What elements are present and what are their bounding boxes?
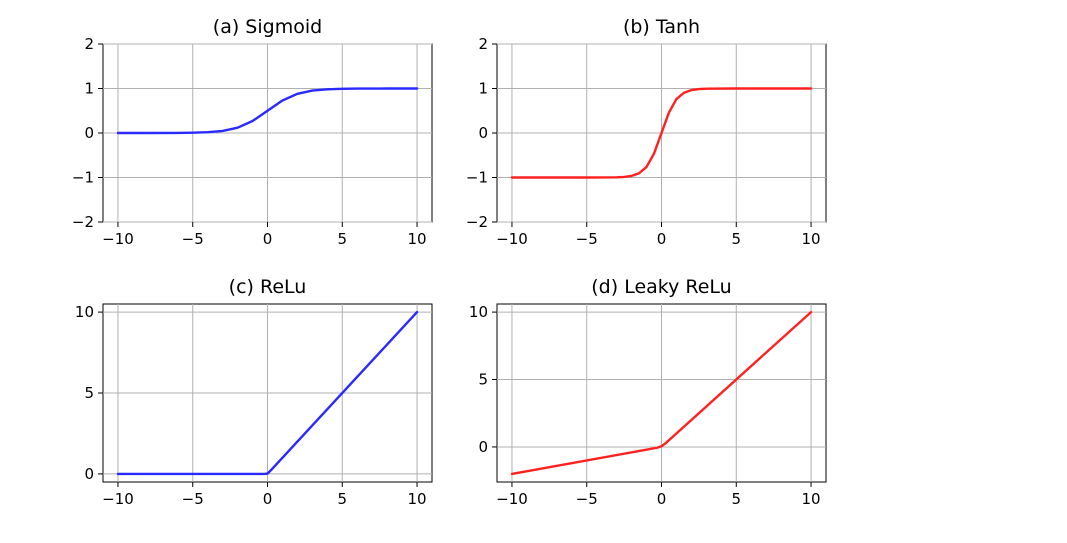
y-tick-label: −2 bbox=[466, 213, 488, 231]
x-tick-label: 5 bbox=[731, 230, 741, 248]
x-tick-label: −10 bbox=[496, 490, 528, 508]
subplot-d-grid bbox=[497, 304, 826, 482]
y-tick-label: 0 bbox=[84, 124, 94, 142]
x-tick-label: 10 bbox=[801, 490, 820, 508]
subplot-b-series bbox=[510, 87, 813, 179]
x-tick-label: −5 bbox=[576, 490, 598, 508]
x-tick-label: 0 bbox=[263, 230, 273, 248]
subplot-c: (c) ReLu −10 −5 0 5 10 0 5 10 bbox=[75, 276, 433, 508]
series-line bbox=[510, 87, 813, 179]
x-tick-label: −5 bbox=[182, 230, 204, 248]
series-line bbox=[116, 310, 419, 476]
y-tick-label: −1 bbox=[466, 169, 488, 187]
x-tick-label: −5 bbox=[576, 230, 598, 248]
x-tick-label: 10 bbox=[407, 490, 426, 508]
subplot-c-series bbox=[116, 310, 419, 476]
y-tick-label: 5 bbox=[84, 384, 94, 402]
y-tick-label: 0 bbox=[84, 465, 94, 483]
y-tick-label: 0 bbox=[478, 438, 488, 456]
subplot-d-title: (d) Leaky ReLu bbox=[591, 276, 731, 298]
y-tick-label: 2 bbox=[478, 35, 488, 53]
y-tick-label: −2 bbox=[72, 213, 94, 231]
subplot-d-ticks: −10 −5 0 5 10 0 5 10 bbox=[469, 303, 821, 508]
y-tick-label: 1 bbox=[478, 80, 488, 98]
subplot-d-series bbox=[510, 310, 813, 476]
x-tick-label: 10 bbox=[801, 230, 820, 248]
x-tick-label: 0 bbox=[657, 490, 667, 508]
y-tick-label: −1 bbox=[72, 169, 94, 187]
y-tick-label: 1 bbox=[84, 80, 94, 98]
x-tick-label: 10 bbox=[407, 230, 426, 248]
subplot-c-ticks: −10 −5 0 5 10 0 5 10 bbox=[75, 303, 427, 508]
x-tick-label: −5 bbox=[182, 490, 204, 508]
x-tick-label: −10 bbox=[102, 490, 134, 508]
y-tick-label: 10 bbox=[469, 303, 488, 321]
subplot-b-title: (b) Tanh bbox=[623, 16, 700, 38]
y-tick-label: 5 bbox=[478, 371, 488, 389]
x-tick-label: 0 bbox=[657, 230, 667, 248]
series-line bbox=[116, 87, 419, 135]
y-tick-label: 10 bbox=[75, 303, 94, 321]
series-line bbox=[510, 310, 813, 476]
y-tick-label: 2 bbox=[84, 35, 94, 53]
x-tick-label: 5 bbox=[731, 490, 741, 508]
x-tick-label: 5 bbox=[337, 230, 347, 248]
subplot-c-title: (c) ReLu bbox=[229, 276, 307, 298]
subplot-a-title: (a) Sigmoid bbox=[213, 16, 322, 38]
subplot-d: (d) Leaky ReLu −10 −5 0 5 10 0 5 10 bbox=[469, 276, 827, 508]
y-tick-label: 0 bbox=[478, 124, 488, 142]
x-tick-label: −10 bbox=[496, 230, 528, 248]
x-tick-label: 0 bbox=[263, 490, 273, 508]
subplot-a-series bbox=[116, 87, 419, 135]
subplot-c-grid bbox=[103, 304, 432, 482]
x-tick-label: 5 bbox=[337, 490, 347, 508]
x-tick-label: −10 bbox=[102, 230, 134, 248]
